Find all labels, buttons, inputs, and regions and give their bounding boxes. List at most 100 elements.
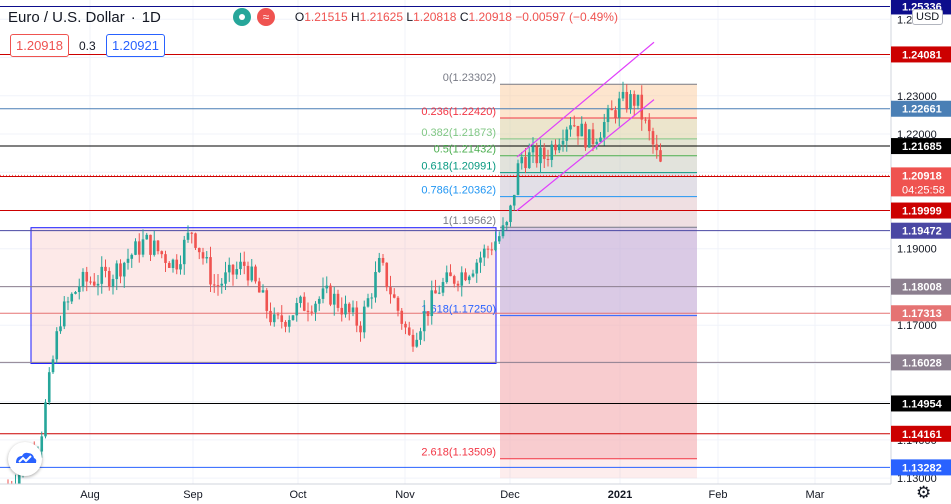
candle-body [111,279,115,287]
candle-body [381,257,385,263]
fib-zone [500,227,697,316]
candle-body [434,290,437,294]
level-price-label: 1.19472 [902,226,942,238]
bar-countdown: 04:25:58 [902,184,945,196]
candle-body [261,290,265,293]
candle-body [212,284,216,286]
candle-body [152,240,156,255]
channel-upper-line [516,41,655,158]
indicator-wave-icon[interactable]: ≈ [256,8,275,26]
level-price-label: 1.19999 [902,206,942,218]
candle-body [591,129,595,145]
tradingview-logo-icon[interactable] [8,442,42,476]
candle-body [205,257,209,259]
candle-body [569,125,572,130]
candle-body [55,331,59,360]
time-axis-tick: Feb [709,489,728,501]
candle-body [647,119,651,132]
candle-body [452,276,456,284]
time-axis-tick: Sep [183,489,203,501]
fib-level-label: 0.382(1.21873) [421,127,496,139]
candle-body [516,163,520,195]
candle-body [250,266,254,281]
last-price-value: 1.20918 [902,170,942,182]
candle-body [175,259,179,270]
candle-body [542,147,546,159]
candle-body [340,307,344,315]
level-price-label-bg [891,138,951,155]
candle-body [449,272,452,277]
candle-body [216,285,220,287]
candle-body [137,241,141,255]
candle-body [344,303,347,315]
buy-price-button[interactable]: 1.20921 [106,34,165,57]
candle-body [561,140,565,145]
candle-body [115,263,119,280]
candle-body [651,131,655,145]
candle-body [145,234,149,240]
candle-body [636,94,640,106]
candle-body [59,326,62,332]
fib-level-label: 0.236(1.22420) [421,106,496,118]
candle-body [351,307,355,313]
time-axis-tick: Aug [80,489,100,501]
candle-body [194,233,197,248]
candle-body [546,158,550,160]
candle-body [617,98,621,118]
candle-body [471,273,475,277]
candle-body [160,251,164,255]
candle-body [130,254,134,259]
candle-body [460,272,464,286]
candle-body [531,146,535,153]
candle-body [441,282,445,293]
candle-body [96,283,100,286]
candle-body [190,232,194,234]
candle-body [85,271,89,282]
fib-zone [500,155,697,173]
candle-body [355,307,359,326]
candle-body [415,339,419,347]
price-axis-tick: 1.19000 [897,244,937,256]
candle-body [291,315,295,321]
candle-body [565,129,569,141]
time-axis-tick: Oct [289,489,306,501]
candle-body [40,436,44,452]
legend-separator: · [130,8,136,26]
level-price-label: 1.16028 [902,357,942,369]
candle-body [332,293,336,305]
candle-body [426,311,430,317]
timeframe-label[interactable]: 1D [141,8,161,26]
candle-body [411,334,415,347]
candle-body [490,249,494,251]
candle-body [535,146,539,164]
candle-body [614,110,617,118]
candle-body [201,252,205,259]
currency-button[interactable]: USD [912,9,944,25]
level-price-label: 1.22661 [902,104,942,116]
candle-body [497,236,501,242]
level-price-label-bg [891,305,951,322]
symbol-title[interactable]: Euro / U.S. Dollar [8,8,125,26]
candle-body [366,298,370,307]
candle-body [486,248,490,250]
level-price-label: 1.17313 [902,308,942,320]
candle-body [362,306,366,333]
candle-body [437,292,441,294]
fib-background [500,84,697,479]
fib-zone [500,196,697,228]
sell-price-button[interactable]: 1.20918 [10,34,69,57]
candle-body [156,240,160,252]
candle-body [456,283,460,286]
candle-body [149,234,152,255]
candle-body [47,372,51,403]
candle-body [602,122,606,138]
candle-body [254,266,257,282]
ohlc-values: O1.21515 H1.21625 L1.20818 C1.20918 −0.0… [294,10,618,24]
level-price-label-bg [891,278,951,295]
candle-body [287,320,291,327]
candle-body [374,271,377,298]
candle-body [17,471,21,485]
candle-body [407,327,411,335]
settings-gear-icon[interactable]: ⚙ [916,483,932,502]
